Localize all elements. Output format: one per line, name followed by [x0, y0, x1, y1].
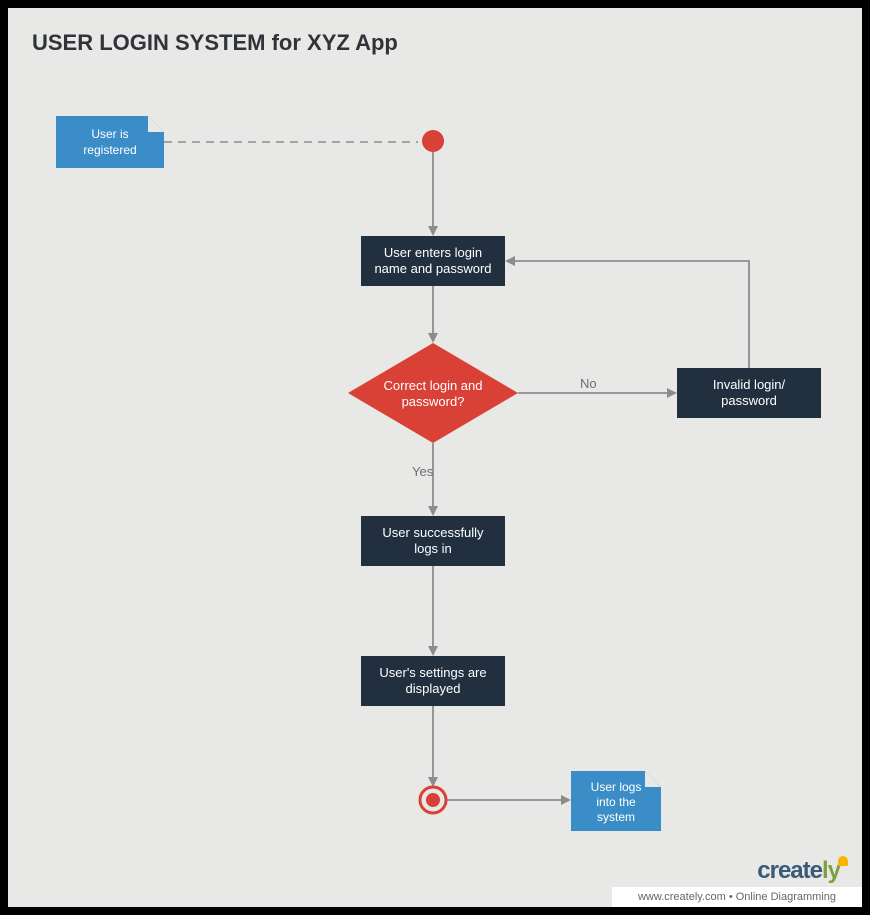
svg-text:into the: into the	[596, 795, 636, 809]
svg-text:name and password: name and password	[374, 261, 491, 276]
svg-text:password: password	[721, 393, 777, 408]
bulb-icon	[838, 856, 848, 866]
svg-text:User's settings are: User's settings are	[379, 665, 486, 680]
edge-d1-to-err: No	[518, 376, 677, 398]
edge-label-yes: Yes	[412, 464, 434, 479]
svg-text:logs in: logs in	[414, 541, 452, 556]
process-settings-displayed: User's settings are displayed	[361, 656, 505, 706]
note-user-logs-in: User logs into the system	[571, 771, 661, 831]
svg-text:password?: password?	[402, 394, 465, 409]
canvas-background: USER LOGIN SYSTEM for XYZ App No	[8, 8, 862, 907]
svg-text:registered: registered	[83, 143, 136, 157]
note-user-registered: User is registered	[56, 116, 164, 168]
footer-tagline: www.creately.com • Online Diagramming	[612, 887, 862, 907]
edge-p2-to-p3	[428, 566, 438, 656]
svg-text:displayed: displayed	[406, 681, 461, 696]
frame: USER LOGIN SYSTEM for XYZ App No	[0, 0, 870, 915]
process-invalid-login: Invalid login/ password	[677, 368, 821, 418]
svg-text:Invalid login/: Invalid login/	[713, 377, 786, 392]
flowchart-canvas: No Yes	[8, 8, 862, 907]
brand-name-pre: create	[757, 857, 822, 884]
edge-end-to-note	[446, 795, 571, 805]
edge-d1-to-p2: Yes	[412, 443, 438, 516]
edge-p3-to-end	[428, 706, 438, 787]
end-node	[420, 787, 446, 813]
edge-label-no: No	[580, 376, 597, 391]
edge-p1-to-d1	[428, 286, 438, 343]
svg-text:User successfully: User successfully	[382, 525, 484, 540]
process-success-login: User successfully logs in	[361, 516, 505, 566]
decision-correct-login: Correct login and password?	[348, 343, 518, 443]
svg-text:User is: User is	[91, 127, 128, 141]
process-enter-credentials: User enters login name and password	[361, 236, 505, 286]
svg-text:Correct login and: Correct login and	[384, 378, 483, 393]
svg-text:system: system	[597, 810, 635, 824]
edge-err-to-p1	[505, 256, 749, 368]
start-node	[422, 130, 444, 152]
brand-logo: creately	[757, 857, 850, 885]
svg-text:User logs: User logs	[591, 780, 642, 794]
edge-start-to-p1	[428, 152, 438, 236]
svg-text:User enters login: User enters login	[384, 245, 482, 260]
